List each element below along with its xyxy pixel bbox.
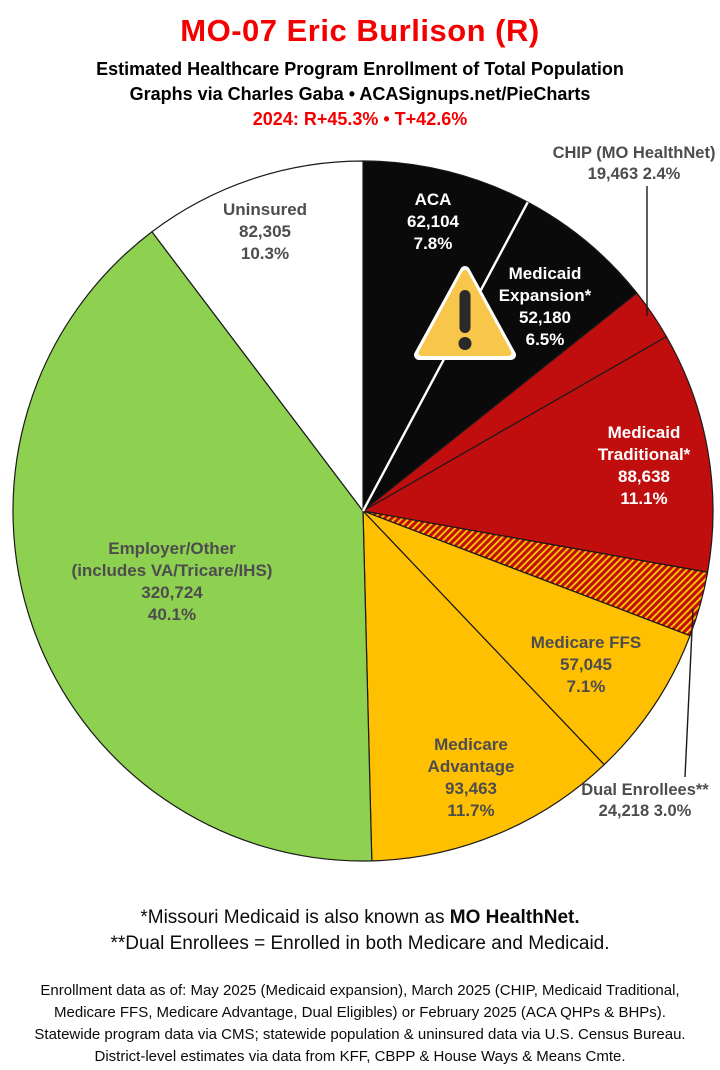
source-line: Enrollment data as of: May 2025 (Medicai… (40, 982, 680, 999)
segment-name: Dual Enrollees** (581, 781, 709, 799)
source-line: Medicare FFS, Medicare Advantage, Dual E… (54, 1004, 666, 1021)
label-medicaid-expansion: Medicaid Expansion* 52,180 6.5% (499, 263, 592, 351)
segment-pct: 7.8% (413, 234, 453, 253)
segment-name: Medicare FFS (530, 633, 642, 652)
segment-pct: 6.5% (525, 330, 565, 349)
segment-pct: 11.7% (447, 801, 495, 820)
page-title: MO-07 Eric Burlison (R) (180, 13, 540, 48)
segment-pct: 40.1% (147, 605, 197, 624)
label-dual-enrollees: Dual Enrollees** 24,218 3.0% (581, 780, 708, 822)
segment-value-pct: 19,463 2.4% (587, 165, 681, 183)
source-notes: Enrollment data as of: May 2025 (Medicai… (0, 980, 720, 1068)
footnote-dual-enrollees: **Dual Enrollees = Enrolled in both Medi… (110, 933, 610, 954)
segment-pct: 10.3% (240, 244, 290, 263)
segment-pct: 11.1% (620, 489, 668, 508)
header: MO-07 Eric Burlison (R) Estimated Health… (0, 0, 720, 132)
segment-value: 57,045 (559, 655, 612, 674)
footnotes: *Missouri Medicaid is also known as MO H… (0, 905, 720, 957)
partisan-lean-line: 2024: R+45.3% • T+42.6% (252, 109, 468, 129)
dual-enrollees-callout-line (684, 608, 694, 778)
segment-value: 320,724 (141, 583, 203, 602)
pie-slices (12, 160, 714, 862)
segment-name: Medicare (434, 735, 508, 754)
label-medicaid-traditional: Medicaid Traditional* 88,638 11.1% (598, 422, 691, 510)
segment-name: Medicaid (508, 264, 582, 283)
segment-value: 52,180 (519, 308, 571, 327)
segment-name: Advantage (427, 757, 515, 776)
segment-name: Traditional* (597, 445, 691, 464)
label-medicare-ffs: Medicare FFS 57,045 7.1% (531, 632, 642, 698)
label-uninsured: Uninsured 82,305 10.3% (223, 199, 307, 265)
pie-slice-uninsured (151, 160, 364, 512)
subtitle-line-2: Graphs via Charles Gaba • ACASignups.net… (129, 84, 591, 104)
segment-name: Employer/Other (108, 539, 236, 558)
segment-name: CHIP (MO HealthNet) (552, 144, 716, 162)
source-line: District-level estimates via data from K… (94, 1048, 626, 1065)
segment-name: Medicaid (607, 423, 681, 442)
pie-svg (12, 160, 714, 862)
source-line: Statewide program data via CMS; statewid… (34, 1026, 686, 1043)
pie-slice-medicare-advantage (362, 510, 605, 862)
subtitle-line-1: Estimated Healthcare Program Enrollment … (96, 59, 624, 79)
pie-slice-employer-other-includes-va-tricare-ihs (12, 231, 373, 862)
label-employer-other: Employer/Other (includes VA/Tricare/IHS)… (72, 538, 273, 626)
segment-value: 82,305 (239, 222, 291, 241)
segment-value: 93,463 (444, 779, 497, 798)
segment-pct: 7.1% (566, 677, 606, 696)
pie-slice-medicare-ffs (362, 510, 691, 766)
pie-chart: ACA 62,104 7.8% Medicaid Expansion* 52,1… (0, 140, 720, 870)
segment-name: Expansion* (498, 286, 592, 305)
segment-value: 62,104 (407, 212, 459, 231)
segment-value-pct: 24,218 3.0% (598, 802, 692, 820)
segment-name: (includes VA/Tricare/IHS) (71, 561, 273, 580)
label-aca: ACA 62,104 7.8% (407, 189, 459, 255)
label-medicare-advantage: Medicare Advantage 93,463 11.7% (428, 734, 515, 822)
segment-value: 88,638 (617, 467, 670, 486)
pie-slice-medicaid-traditional (362, 336, 714, 573)
warning-icon (414, 266, 516, 360)
segment-name: Uninsured (222, 200, 308, 219)
segment-name: ACA (414, 190, 452, 209)
footnote-medicaid: *Missouri Medicaid is also known as MO H… (140, 907, 580, 928)
label-chip: CHIP (MO HealthNet) 19,463 2.4% (553, 143, 716, 185)
